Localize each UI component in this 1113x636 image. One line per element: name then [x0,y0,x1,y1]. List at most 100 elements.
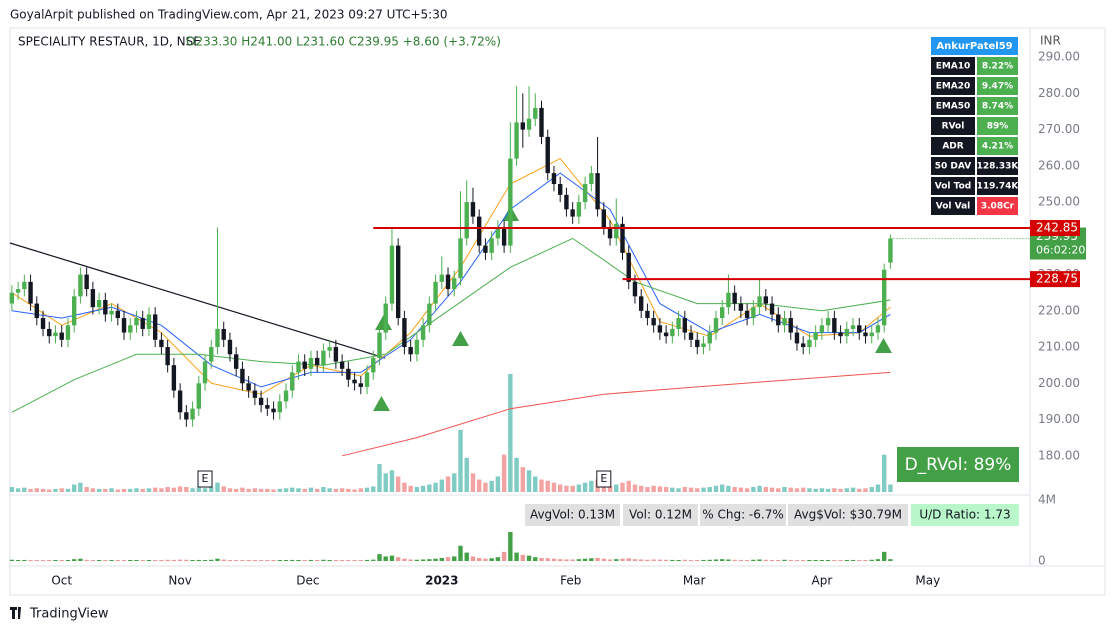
candle-body [165,347,170,366]
candle-body [53,332,58,337]
candle-body [190,408,195,420]
triangle [452,331,469,346]
x-tick-label: Nov [168,574,191,588]
y-tick-label: 280.00 [1038,86,1080,100]
level-badge [1030,271,1080,288]
volume-bar [813,488,818,492]
table-label-cell [931,197,975,215]
candle-body [838,332,843,337]
published-line: GoyalArpit published on TradingView.com,… [10,8,447,22]
candle-body [701,343,706,348]
candle-body [452,278,457,290]
candle-body [414,339,420,355]
x-tick-label: Oct [51,574,72,588]
volume-stat-box [911,504,1019,526]
candle-body [757,296,762,308]
volume-bar [47,489,52,492]
table-value-cell [977,117,1018,135]
pane-volume-bar [576,559,582,561]
table-value: 4.21% [982,142,1013,152]
candle-body [470,202,476,217]
pane-volume-bar [439,557,445,561]
volume-bar [53,488,58,492]
volume-bar [452,473,457,492]
volume-bar [339,488,345,492]
pane-volume-bar [452,556,457,561]
volume-bar [788,487,793,492]
currency: INR [1040,34,1061,48]
volume-bar [757,485,762,492]
pane-volume-bar [695,560,700,561]
volume-bar [34,488,39,492]
volume-bar [233,488,239,492]
y-tick-label: 290.00 [1038,50,1080,64]
x-tick-label: Dec [296,574,319,588]
candle-body [632,281,638,297]
pane-volume-bar [582,558,588,561]
pane-volume-bar [28,560,33,561]
pane-volume-bar [109,560,114,561]
pane-volume-bar [140,560,145,561]
x-tick-label: 2023 [425,574,458,588]
candle-body [682,318,688,333]
pane-volume-bar [744,560,750,561]
volume-bar [744,488,750,492]
pane-volume-bar [209,559,214,561]
volume-bar [283,488,289,492]
candle-body [427,303,432,326]
pane-volume-bar [327,560,332,561]
pane-volume-bar [776,560,781,561]
table-label: RVol [942,122,965,132]
pane-volume-bar [782,559,787,561]
pane-volume-bar [227,560,233,561]
table-value: 119.74K [977,182,1020,192]
candle-body [589,173,594,184]
volume-bar [290,487,295,492]
pane-volume-bar [414,559,420,561]
volume-bar [371,486,376,492]
candle-body [676,318,681,329]
table-label: Vol Tod [935,182,971,192]
pane-volume-bar [371,559,376,561]
pane-volume-bar [489,558,494,561]
candle-body [358,383,364,387]
pane-volume-bar [757,559,762,561]
volume-bar [632,484,638,492]
pane-volume-bar [483,558,488,561]
pane-volume-bar [40,560,46,561]
volume-bar [358,488,364,492]
pane-volume-bar [838,560,843,561]
pane-volume-bar [283,560,289,561]
volume-bar [881,454,887,492]
candle-body [314,357,320,366]
pane-tick-label: 0 [1038,554,1046,568]
table-label: EMA10 [936,62,971,72]
volume-bar [570,485,575,492]
pane-volume-bar [857,560,862,561]
candle-body [339,361,345,369]
volume-bar [171,487,177,492]
pane-volume-bar [128,560,133,561]
candle-body [71,296,77,326]
pane-volume-bar [707,559,712,561]
table-value-cell [977,137,1018,155]
candle-body [96,299,102,308]
pane-volume-bar [645,559,650,561]
volume-bar [314,488,320,492]
volume-bar [476,479,482,492]
table-label: ADR [942,142,963,152]
volume-bar [638,485,644,492]
pane-volume-bar [78,558,83,561]
candle-body [551,173,557,184]
volume-bar [850,487,856,492]
volume-bar [645,487,650,492]
volume-stat-box [788,504,908,526]
pane-volume-bar [614,559,619,561]
y-tick-label: 210.00 [1038,340,1080,354]
volume-bar [713,485,719,492]
candle-body [626,252,631,282]
pane-volume-bar [258,560,264,561]
pane-volume-bar [271,560,276,561]
candle-body [732,292,737,304]
pane-volume-bar [495,557,501,561]
